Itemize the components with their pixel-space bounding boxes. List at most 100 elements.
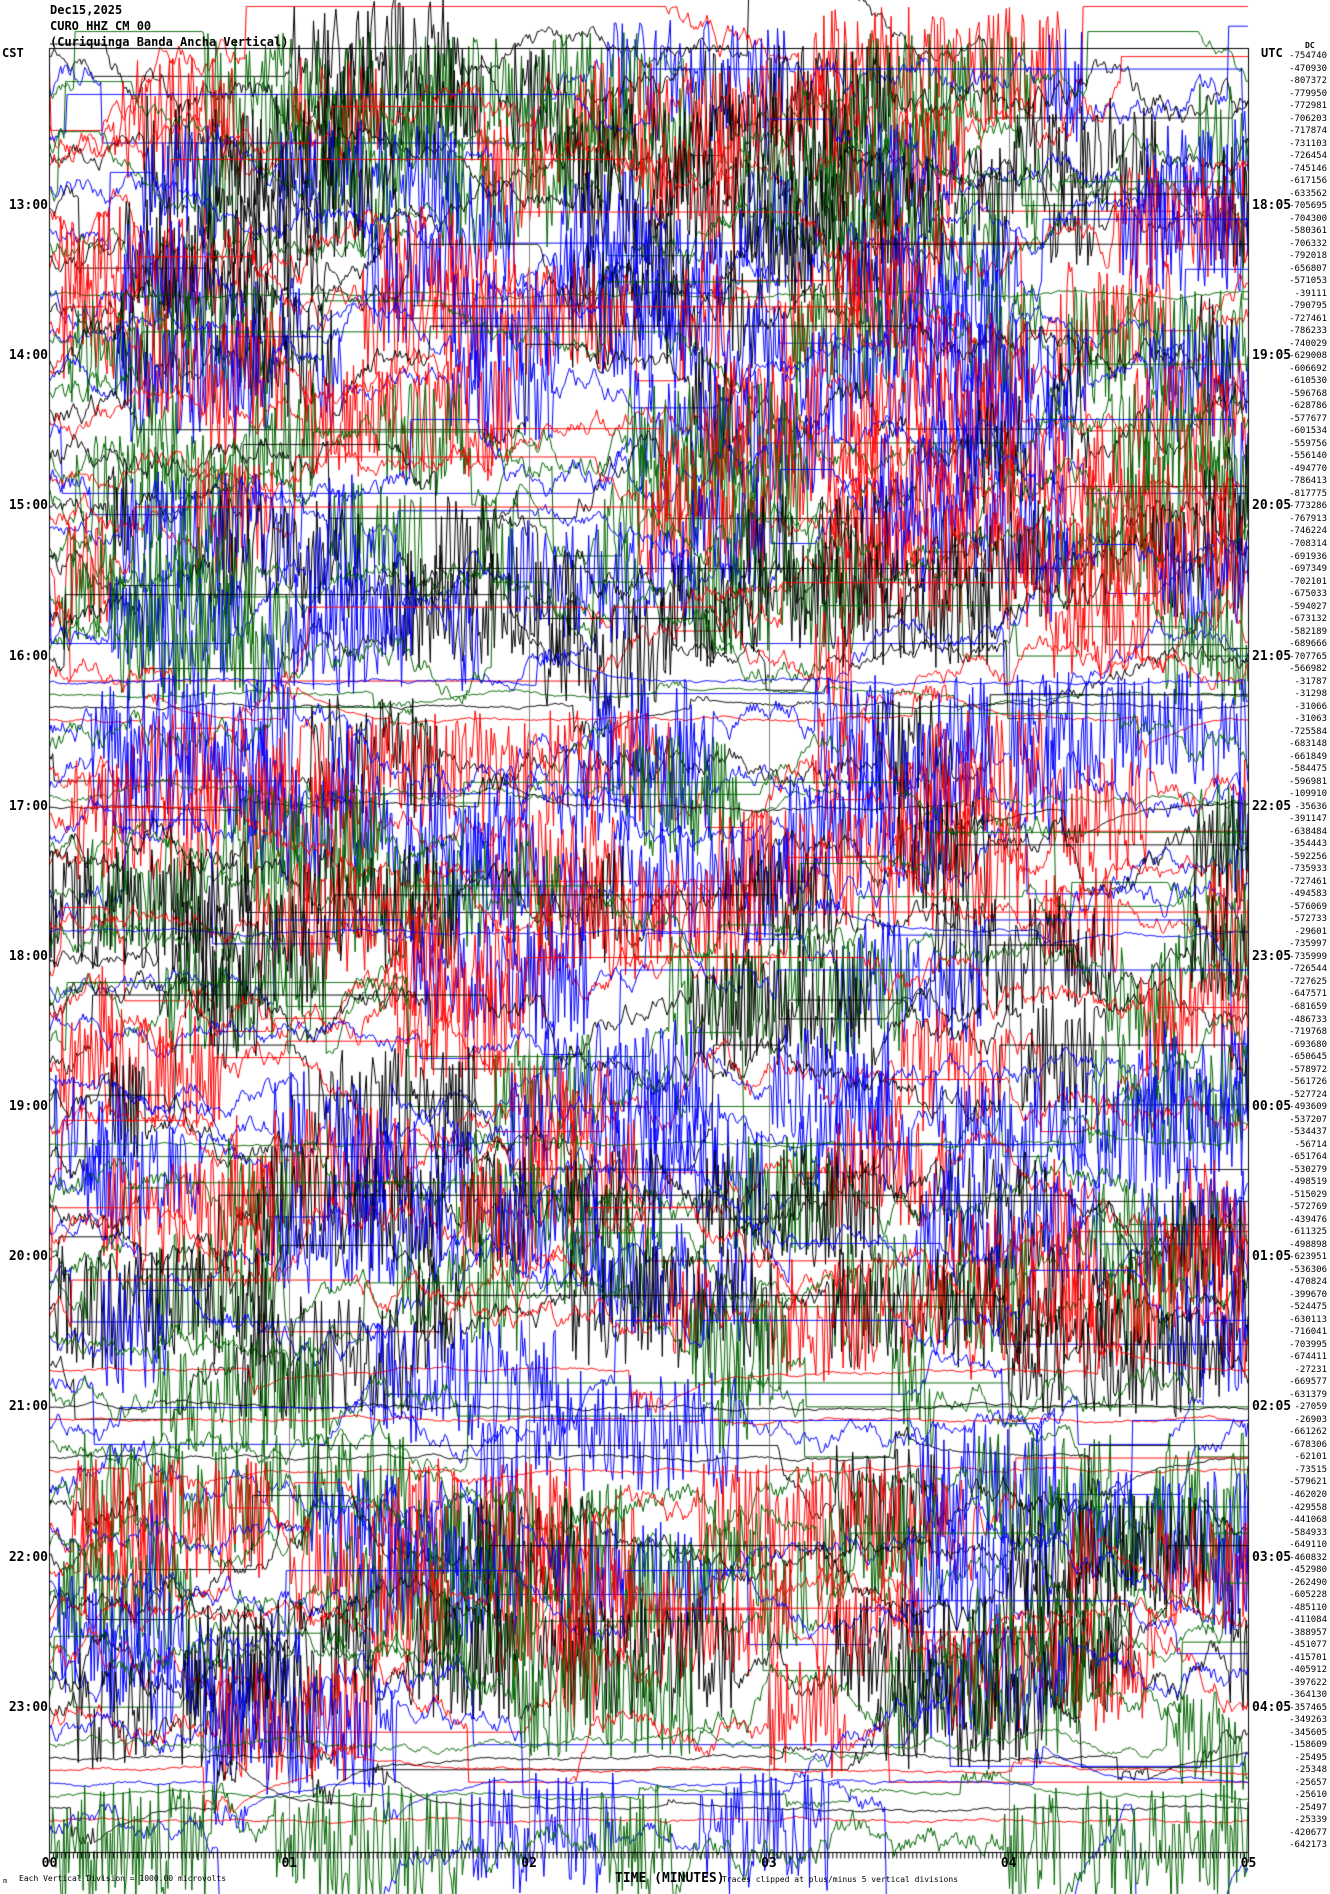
dc-offset-value: -605228 xyxy=(1289,1590,1327,1601)
dc-offset-value: -697349 xyxy=(1289,564,1327,575)
dc-offset-value: -745146 xyxy=(1289,163,1327,174)
dc-offset-value: -566982 xyxy=(1289,664,1327,675)
dc-offset-value: -592256 xyxy=(1289,851,1327,862)
dc-offset-value: -31298 xyxy=(1294,689,1327,700)
dc-offset-value: -25339 xyxy=(1294,1815,1327,1826)
dc-offset-value: -740029 xyxy=(1289,338,1327,349)
dc-offset-value: -578972 xyxy=(1289,1064,1327,1075)
dc-offset-value: -357465 xyxy=(1289,1702,1327,1713)
dc-offset-value: -56714 xyxy=(1294,1139,1327,1150)
dc-offset-value: -647571 xyxy=(1289,989,1327,1000)
dc-offset-value: -39111 xyxy=(1294,288,1327,299)
header-station-name: (Curiquinga Banda Ancha Vertical) xyxy=(50,35,289,49)
utc-hour-label: 21:05 xyxy=(1252,648,1292,664)
dc-offset-value: -754740 xyxy=(1289,51,1327,61)
dc-offset-value: -735999 xyxy=(1289,951,1327,962)
dc-offset-value: -786413 xyxy=(1289,476,1327,487)
dc-offset-value: -27231 xyxy=(1294,1364,1327,1375)
dc-offset-value: -397622 xyxy=(1289,1677,1327,1688)
dc-offset-value: -678306 xyxy=(1289,1439,1327,1450)
x-axis-tick-label: 04 xyxy=(1000,1856,1017,1871)
x-axis-tick-label: 03 xyxy=(761,1856,777,1871)
dc-offset-value: -25497 xyxy=(1294,1802,1327,1813)
dc-offset-value: -26903 xyxy=(1294,1414,1327,1425)
dc-offset-value: -807372 xyxy=(1289,76,1327,87)
dc-offset-value: -494583 xyxy=(1289,889,1327,900)
dc-offset-value: -726544 xyxy=(1289,964,1327,975)
dc-offset-value: -656807 xyxy=(1289,263,1327,274)
utc-hour-label: 00:05 xyxy=(1252,1099,1292,1115)
dc-offset-value: -536306 xyxy=(1289,1264,1327,1275)
dc-offset-value: -405912 xyxy=(1289,1665,1327,1676)
dc-offset-value: -584475 xyxy=(1289,764,1327,775)
utc-hour-label: 22:05 xyxy=(1252,798,1292,814)
dc-offset-value: -691936 xyxy=(1289,551,1327,562)
dc-offset-value: -707765 xyxy=(1289,651,1327,662)
dc-offset-value: -576069 xyxy=(1289,901,1327,912)
cst-hour-label: 14:00 xyxy=(8,348,48,364)
dc-offset-value: -633562 xyxy=(1289,188,1327,199)
dc-offset-value: -451077 xyxy=(1289,1640,1327,1651)
dc-offset-value: -746224 xyxy=(1289,526,1327,537)
dc-offset-value: -364130 xyxy=(1289,1690,1327,1701)
dc-offset-value: -62101 xyxy=(1294,1452,1327,1463)
dc-offset-value: -452980 xyxy=(1289,1565,1327,1576)
dc-offset-value: -786233 xyxy=(1289,326,1327,337)
dc-offset-value: -515029 xyxy=(1289,1189,1327,1200)
dc-offset-value: -530279 xyxy=(1289,1164,1327,1175)
dc-offset-value: -650645 xyxy=(1289,1052,1327,1063)
dc-offset-value: -792018 xyxy=(1289,251,1327,262)
dc-offset-value: -584933 xyxy=(1289,1527,1327,1538)
dc-offset-value: -349263 xyxy=(1289,1715,1327,1726)
dc-offset-value: -524475 xyxy=(1289,1302,1327,1313)
dc-offset-value: -661262 xyxy=(1289,1427,1327,1438)
cst-hour-label: 13:00 xyxy=(8,198,48,214)
dc-offset-value: -628786 xyxy=(1289,401,1327,412)
x-axis-tick-label: 00 xyxy=(41,1856,58,1871)
dc-offset-value: -606692 xyxy=(1289,363,1327,374)
dc-offset-value: -439476 xyxy=(1289,1214,1327,1225)
dc-offset-value: -494770 xyxy=(1289,463,1327,474)
dc-offset-value: -725584 xyxy=(1289,726,1327,737)
utc-hour-label: 23:05 xyxy=(1252,948,1292,964)
dc-offset-value: -735933 xyxy=(1289,864,1327,875)
dc-offset-value: -527724 xyxy=(1289,1089,1327,1100)
dc-offset-value: -485110 xyxy=(1289,1602,1327,1613)
utc-hour-label: 04:05 xyxy=(1252,1699,1292,1715)
dc-offset-value: -661849 xyxy=(1289,751,1327,762)
dc-offset-value: -726454 xyxy=(1289,151,1327,162)
dc-offset-value: -73515 xyxy=(1294,1464,1327,1475)
dc-offset-value: -649110 xyxy=(1289,1540,1327,1551)
dc-offset-value: -673132 xyxy=(1289,614,1327,625)
dc-offset-value: -498519 xyxy=(1289,1177,1327,1188)
dc-offset-value: -630113 xyxy=(1289,1314,1327,1325)
dc-offset-value: -429558 xyxy=(1289,1502,1327,1513)
dc-offset-value: -669577 xyxy=(1289,1377,1327,1388)
dc-offset-value: -735997 xyxy=(1289,939,1327,950)
dc-offset-value: -727461 xyxy=(1289,313,1327,324)
dc-offset-value: -703995 xyxy=(1289,1339,1327,1350)
dc-offset-value: -705695 xyxy=(1289,201,1327,212)
cst-hour-label: 19:00 xyxy=(8,1099,48,1115)
utc-hour-label: 03:05 xyxy=(1252,1549,1292,1565)
dc-offset-value: -675033 xyxy=(1289,589,1327,600)
dc-offset-value: -683148 xyxy=(1289,739,1327,750)
dc-offset-value: -702101 xyxy=(1289,576,1327,587)
dc-offset-value: -731103 xyxy=(1289,138,1327,149)
dc-offset-value: -354443 xyxy=(1289,839,1327,850)
dc-offset-value: -580361 xyxy=(1289,226,1327,237)
dc-offset-value: -706203 xyxy=(1289,113,1327,124)
dc-offset-value: -109910 xyxy=(1289,789,1327,800)
dc-offset-value: -651764 xyxy=(1289,1152,1327,1163)
dc-offset-value: -674411 xyxy=(1289,1352,1327,1363)
left-timezone-label: CST xyxy=(2,46,24,60)
dc-offset-value: -31066 xyxy=(1294,701,1327,712)
dc-offset-value: -25348 xyxy=(1294,1765,1327,1776)
pen-mark: m xyxy=(3,1877,8,1885)
dc-offset-value: -577677 xyxy=(1289,413,1327,424)
cst-hour-label: 20:00 xyxy=(8,1249,48,1265)
dc-offset-value: -629008 xyxy=(1289,351,1327,362)
dc-offset-value: -638484 xyxy=(1289,826,1327,837)
